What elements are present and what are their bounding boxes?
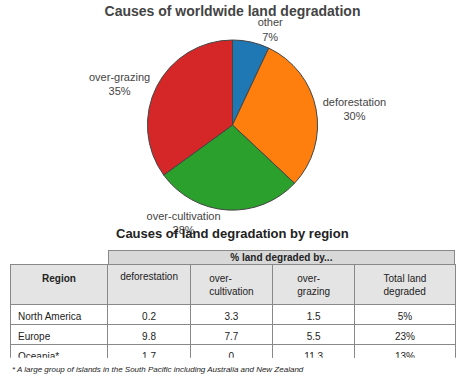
- svg-text:Region: Region: [42, 273, 76, 284]
- svg-text:1.7: 1.7: [142, 351, 156, 357]
- svg-text:Oceania*: Oceania*: [18, 351, 59, 357]
- svg-text:13%: 13%: [395, 351, 415, 357]
- svg-text:North America: North America: [18, 311, 82, 322]
- svg-text:1.5: 1.5: [307, 311, 321, 322]
- svg-text:7.7: 7.7: [224, 331, 238, 342]
- svg-text:Causes of land degradation by: Causes of land degradation by region: [116, 226, 349, 241]
- svg-text:Total landdegraded: Total landdegraded: [384, 273, 427, 297]
- svg-text:Causes of worldwide land degra: Causes of worldwide land degradation: [105, 3, 361, 19]
- svg-text:11.3: 11.3: [304, 351, 323, 357]
- svg-text:0.2: 0.2: [142, 311, 156, 322]
- svg-text:5.5: 5.5: [307, 331, 321, 342]
- svg-text:Europe: Europe: [18, 331, 51, 342]
- svg-text:% land degraded by...: % land degraded by...: [230, 252, 332, 263]
- svg-text:23%: 23%: [395, 331, 415, 342]
- svg-text:over-grazing: over-grazing: [297, 273, 330, 297]
- svg-text:other7%: other7%: [258, 16, 283, 42]
- svg-text:9.8: 9.8: [142, 331, 156, 342]
- svg-text:3.3: 3.3: [224, 311, 238, 322]
- svg-text:* A large group of islands in: * A large group of islands in the South …: [12, 365, 304, 374]
- svg-text:deforestation: deforestation: [120, 271, 178, 282]
- svg-text:over-cultivation: over-cultivation: [209, 273, 253, 297]
- svg-text:over-grazing35%: over-grazing35%: [89, 71, 150, 97]
- svg-text:over-cultivation28%: over-cultivation28%: [147, 210, 221, 236]
- svg-text:5%: 5%: [398, 311, 413, 322]
- svg-text:deforestation30%: deforestation30%: [323, 96, 387, 122]
- svg-text:0: 0: [229, 351, 235, 357]
